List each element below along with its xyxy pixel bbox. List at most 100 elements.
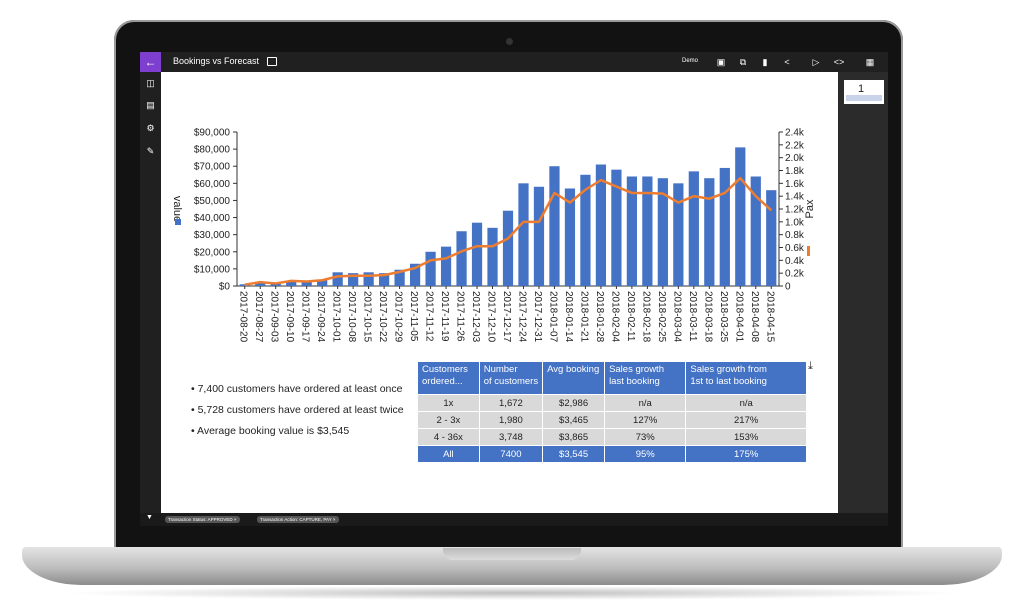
bar <box>735 147 746 286</box>
delete-icon[interactable]: ▮ <box>762 57 768 67</box>
bar <box>704 178 715 286</box>
x-tick-label: 2017-12-10 <box>486 291 497 343</box>
table-header-row: Customers ordered... Number of customers A… <box>417 361 807 395</box>
bar <box>255 281 266 286</box>
column-header[interactable]: Sales growth from 1st to last booking <box>685 361 807 395</box>
table-cell: 1,672 <box>478 394 544 412</box>
table-cell: n/a <box>604 394 687 412</box>
table-cell: 4 - 36x <box>417 428 480 446</box>
present-icon[interactable]: ▷ <box>812 57 820 67</box>
page-thumbnail[interactable]: 1 <box>844 80 884 104</box>
bar <box>719 167 730 286</box>
filter-chip-status[interactable]: Transaction Status: APPROVED × <box>165 516 240 523</box>
x-tick-label: 2017-08-27 <box>253 291 264 343</box>
y-right-title: Pax <box>804 199 816 218</box>
y-left-tick-label: $90,000 <box>194 128 231 139</box>
x-tick-label: 2018-04-15 <box>764 291 775 343</box>
y-right-tick-label: 0.6k <box>785 243 805 254</box>
copy-icon[interactable]: ⧉ <box>739 57 747 67</box>
legend-swatch-pax <box>807 246 810 256</box>
x-tick-label: 2018-03-18 <box>702 291 713 343</box>
bar <box>332 272 343 286</box>
x-tick-label: 2017-11-19 <box>439 291 450 342</box>
column-header[interactable]: Number of customers <box>478 361 544 395</box>
x-tick-label: 2018-04-08 <box>749 291 760 343</box>
bar <box>471 222 483 286</box>
y-right-tick-label: 0.8k <box>785 230 805 241</box>
user-name[interactable]: Demo <box>682 58 699 64</box>
bar <box>239 284 250 286</box>
y-left-tick-label: $10,000 <box>194 264 231 275</box>
filter-icon[interactable]: ▼ <box>146 514 153 521</box>
bar <box>657 178 668 286</box>
bar <box>626 176 637 286</box>
x-tick-label: 2018-02-04 <box>609 291 620 343</box>
x-tick-label: 2018-04-01 <box>733 291 744 343</box>
top-bar: ← Bookings vs Forecast Demo ▣ ⧉ ▮ < ▷ <>… <box>140 52 888 72</box>
bar <box>348 273 359 286</box>
table-total-row: All 7400 $3,545 95% 175% <box>417 445 807 463</box>
x-tick-label: 2017-08-20 <box>238 291 249 343</box>
back-arrow-icon[interactable]: ← <box>140 52 161 72</box>
bar <box>394 269 405 286</box>
filter-bar: ▼ Transaction Status: APPROVED × Transac… <box>140 513 888 526</box>
filter-chip-action[interactable]: Transaction Action: CAPTURE, PAY × <box>257 516 339 523</box>
bar <box>766 190 777 286</box>
table-cell: 3,748 <box>478 428 544 446</box>
x-tick-label: 2017-10-08 <box>346 291 357 343</box>
insight-item: • 5,728 customers have ordered at least … <box>191 404 404 416</box>
table-row: 4 - 36x 3,748 $3,865 73% 153% <box>417 428 807 446</box>
x-tick-label: 2018-02-18 <box>640 291 651 343</box>
bar <box>425 251 436 286</box>
share-icon[interactable]: < <box>784 57 790 67</box>
x-tick-label: 2018-02-11 <box>625 291 636 342</box>
add-icon[interactable]: ▣ <box>716 57 726 67</box>
code-icon[interactable]: <> <box>833 57 845 67</box>
x-tick-label: 2017-12-03 <box>470 291 481 343</box>
comment-icon[interactable] <box>267 57 277 66</box>
laptop-shadow <box>60 586 964 600</box>
column-header[interactable]: Customers ordered... <box>417 361 480 395</box>
y-left-tick-label: $70,000 <box>194 162 231 173</box>
bar <box>440 246 452 286</box>
y-left-tick-label: $0 <box>219 282 231 293</box>
x-tick-label: 2017-09-24 <box>315 291 326 343</box>
column-header[interactable]: Avg booking <box>542 361 606 395</box>
x-tick-label: 2018-01-21 <box>578 291 589 343</box>
format-icon[interactable]: ✎ <box>146 146 155 156</box>
y-left-tick-label: $30,000 <box>194 230 231 241</box>
bar <box>270 283 281 286</box>
app-screen: ← Bookings vs Forecast Demo ▣ ⧉ ▮ < ▷ <>… <box>140 52 888 526</box>
bar <box>673 183 684 286</box>
column-header[interactable]: Sales growth last booking <box>604 361 687 395</box>
x-tick-label: 2017-11-05 <box>408 291 419 342</box>
table-cell: 127% <box>604 411 687 429</box>
x-tick-label: 2018-02-25 <box>656 291 667 343</box>
y-right-tick-label: 1.0k <box>785 217 805 228</box>
bar <box>317 280 328 286</box>
settings-icon[interactable]: ⚙ <box>146 123 155 133</box>
table-cell: n/a <box>685 394 807 412</box>
table-cell: 153% <box>685 428 807 446</box>
x-tick-label: 2018-01-14 <box>563 291 574 343</box>
download-icon[interactable]: ⤓ <box>808 360 813 372</box>
bar <box>533 186 545 286</box>
grid-icon[interactable]: ▦ <box>865 57 875 67</box>
x-tick-label: 2017-10-15 <box>362 291 373 343</box>
y-left-tick-label: $20,000 <box>194 247 231 258</box>
table-cell: 73% <box>604 428 687 446</box>
insights-list: • 7,400 customers have ordered at least … <box>191 383 404 446</box>
bar <box>518 183 529 286</box>
bar <box>611 169 622 286</box>
page-title: Bookings vs Forecast <box>173 56 260 66</box>
table-cell: 175% <box>685 445 807 463</box>
table-cell: 95% <box>604 445 687 463</box>
bar <box>750 176 761 286</box>
chart-icon[interactable]: ▤ <box>146 100 155 110</box>
right-panel <box>838 72 888 513</box>
database-icon[interactable]: ◫ <box>146 78 155 88</box>
bar <box>409 263 421 286</box>
y-right-tick-label: 0.2k <box>785 269 805 280</box>
bar <box>580 174 591 286</box>
y-right-tick-label: 1.6k <box>785 179 805 190</box>
